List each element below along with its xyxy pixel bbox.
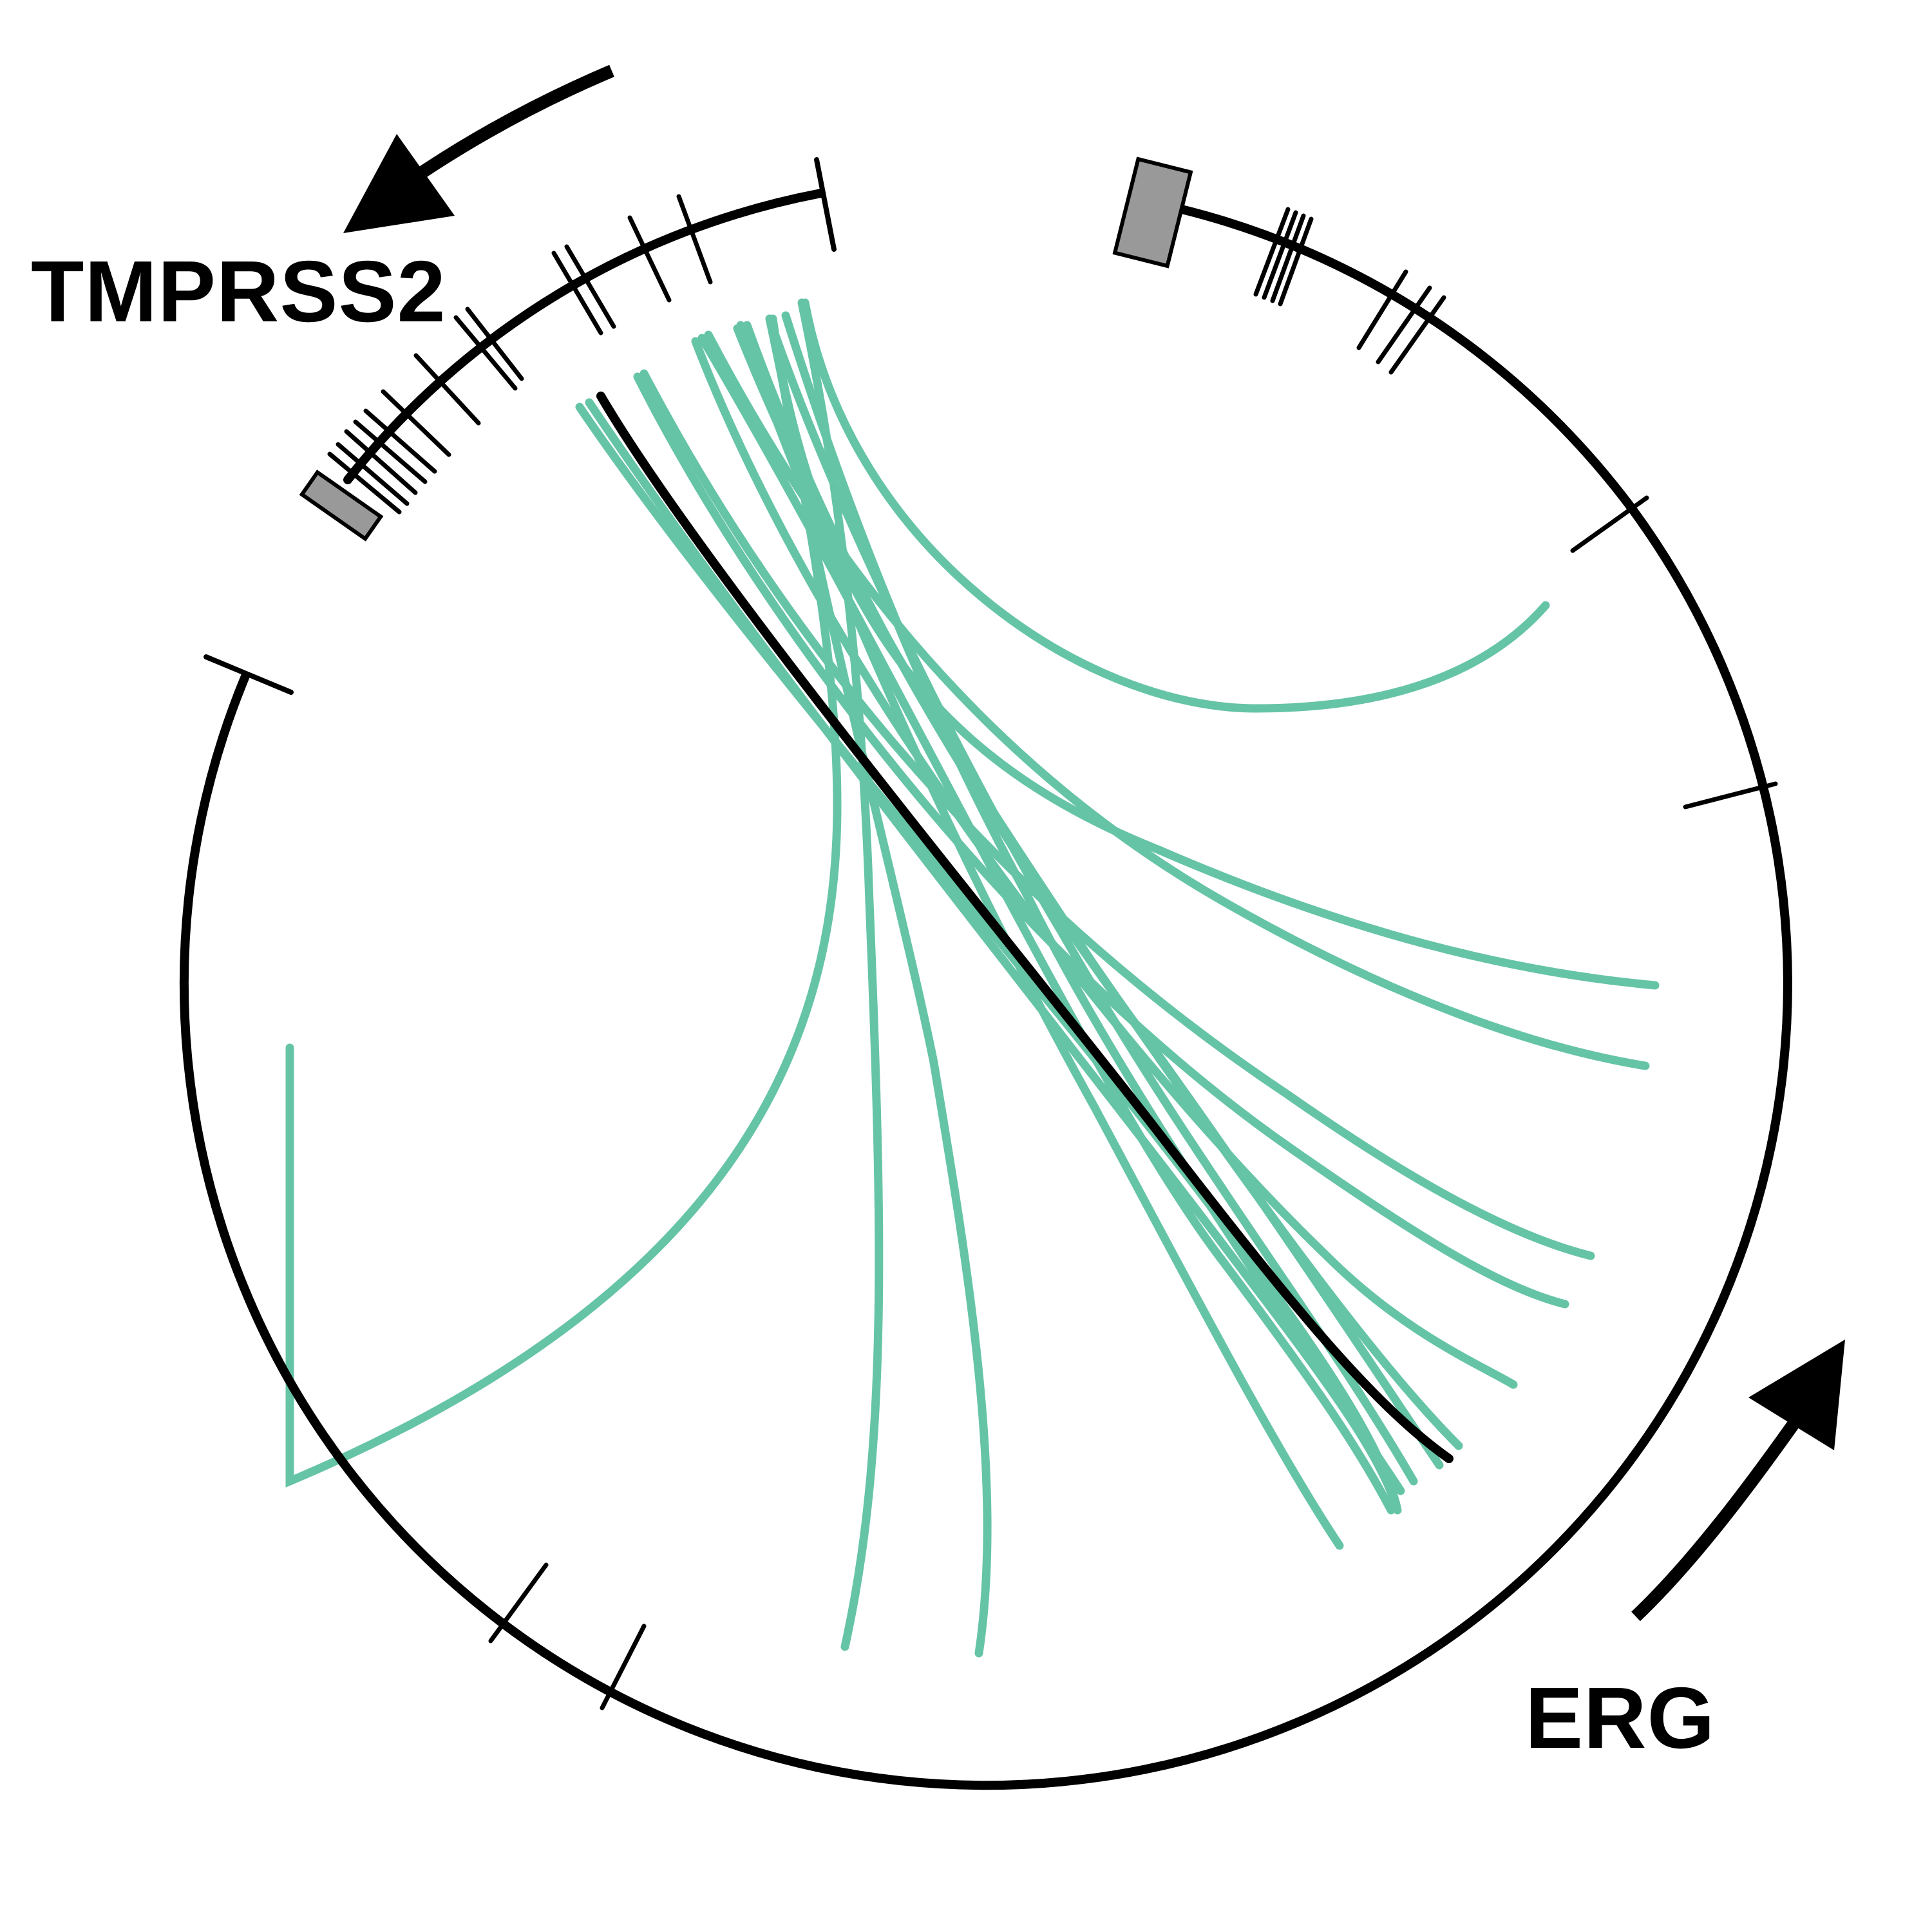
erg-arrow-shaft (1631, 1406, 1809, 1622)
tmprss2-gene-label: TMPRSS2 (31, 243, 446, 340)
fusion-link (768, 314, 992, 1658)
tmprss2-exon-ticks (327, 194, 713, 515)
fusion-link (575, 402, 1402, 1515)
fusion-link (797, 298, 884, 1651)
tmprss2-first-exon-box (299, 469, 384, 542)
erg-exon-ticks (488, 207, 1778, 1710)
tmprss2-direction-arrow (343, 64, 614, 233)
erg-end-tick (204, 654, 294, 695)
erg-arrow-head (1748, 1340, 1845, 1450)
tmprss2-arrow-head (343, 134, 455, 233)
erg-direction-arrow (1631, 1340, 1845, 1622)
fusion-link (285, 314, 842, 1488)
fusion-links (285, 298, 1660, 1658)
erg-arc-upper (1177, 205, 1635, 511)
tmprss2-end-tick (814, 157, 837, 252)
tmprss2-arrow-shaft (418, 64, 614, 178)
fusion-link (781, 311, 1405, 1495)
fusion-link (800, 298, 1550, 713)
erg-track (179, 156, 1792, 1790)
fusion-link (768, 321, 1660, 990)
tmprss2-track (299, 157, 837, 542)
erg-arc-main (179, 502, 1792, 1790)
erg-gene-label: ERG (1525, 1669, 1716, 1766)
erg-first-exon-box (1112, 156, 1193, 269)
fusion-link (585, 398, 1399, 1505)
tmprss2-arc (343, 189, 826, 484)
highlighted-fusion-link (596, 392, 1454, 1463)
fusion-link (639, 369, 1595, 1260)
